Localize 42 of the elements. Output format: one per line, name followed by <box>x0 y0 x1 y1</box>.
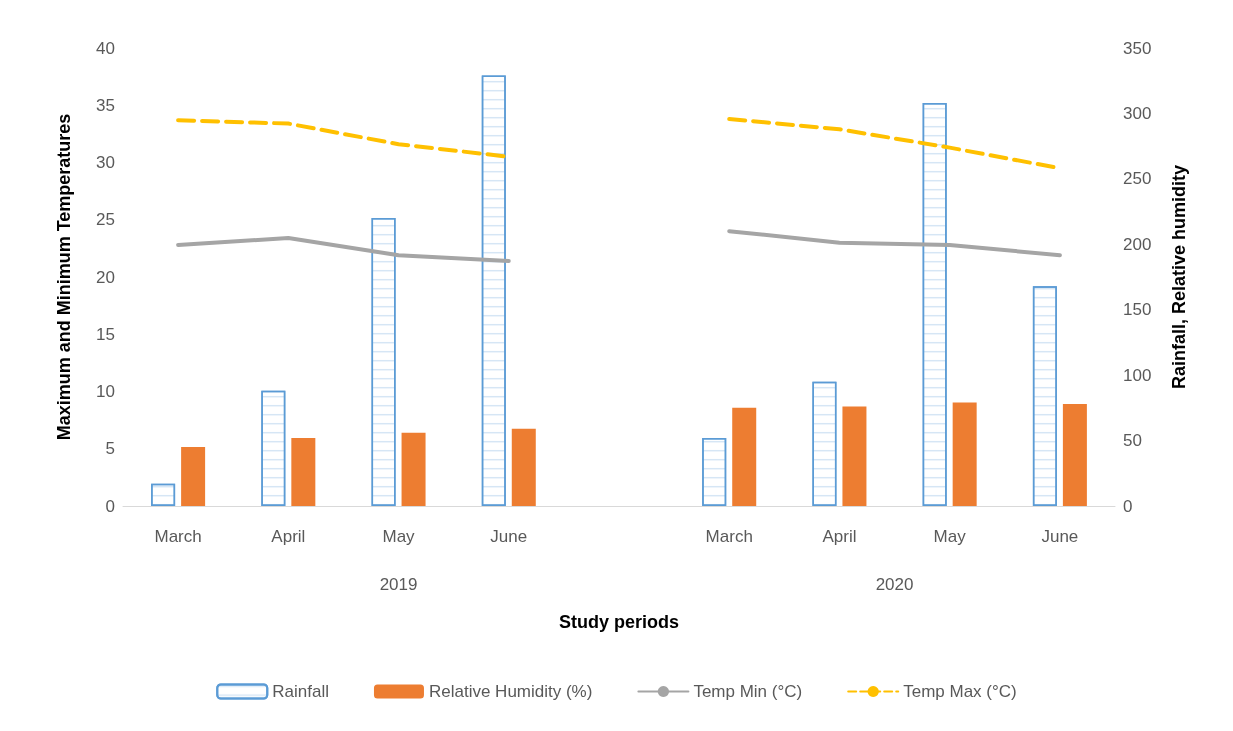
x-tick-label: May <box>933 527 967 546</box>
y2-tick-label: 150 <box>1123 300 1152 320</box>
y-tick-label: 10 <box>96 382 115 401</box>
bar <box>181 447 206 506</box>
y2-tick-label: 300 <box>1123 103 1152 123</box>
bar <box>842 406 867 506</box>
x-tick-label: June <box>1041 527 1079 546</box>
y2-tick-label: 200 <box>1123 234 1152 254</box>
x-tick-label: June <box>490 527 528 546</box>
x-axis-title: Study periods <box>558 612 680 632</box>
y2-tick-label: 350 <box>1123 38 1152 58</box>
x-tick-label: March <box>705 527 753 546</box>
x-tick-label: March <box>154 527 202 546</box>
y2-tick-label: 0 <box>1123 496 1133 516</box>
legend-label: Temp Min (°C) <box>693 682 803 701</box>
x-tick-label: April <box>271 527 306 546</box>
legend-label: Temp Max (°C) <box>903 682 1017 701</box>
bar <box>291 437 316 506</box>
text: 2020 <box>875 574 914 594</box>
y2-axis-title: Rainfall, Relative humidity <box>1169 164 1189 390</box>
bar <box>732 407 757 506</box>
y-tick-label: 35 <box>96 95 115 115</box>
y-tick-label: 30 <box>96 153 115 172</box>
y2-tick-label: 100 <box>1123 365 1152 385</box>
y-tick-label: 20 <box>96 267 115 287</box>
legend-label: Rainfall <box>272 682 329 701</box>
y-axis-title: Maximum and Minimum Temperatures <box>54 113 74 441</box>
y-tick-label: 25 <box>96 210 115 230</box>
y-tick-label: 15 <box>96 324 115 344</box>
y-tick-label: 0 <box>105 496 115 516</box>
bar <box>1062 403 1087 506</box>
y-tick-label: 40 <box>96 38 115 58</box>
y-tick-label: 5 <box>105 439 115 459</box>
x-tick-label: May <box>382 527 416 546</box>
y2-tick-label: 250 <box>1123 169 1152 189</box>
bar <box>952 402 977 506</box>
bar <box>401 432 426 506</box>
text: 2019 <box>379 574 418 594</box>
legend-label: Relative Humidity (%) <box>428 682 593 701</box>
bar <box>511 428 536 506</box>
y2-tick-label: 50 <box>1123 431 1142 451</box>
x-tick-label: April <box>822 527 857 546</box>
